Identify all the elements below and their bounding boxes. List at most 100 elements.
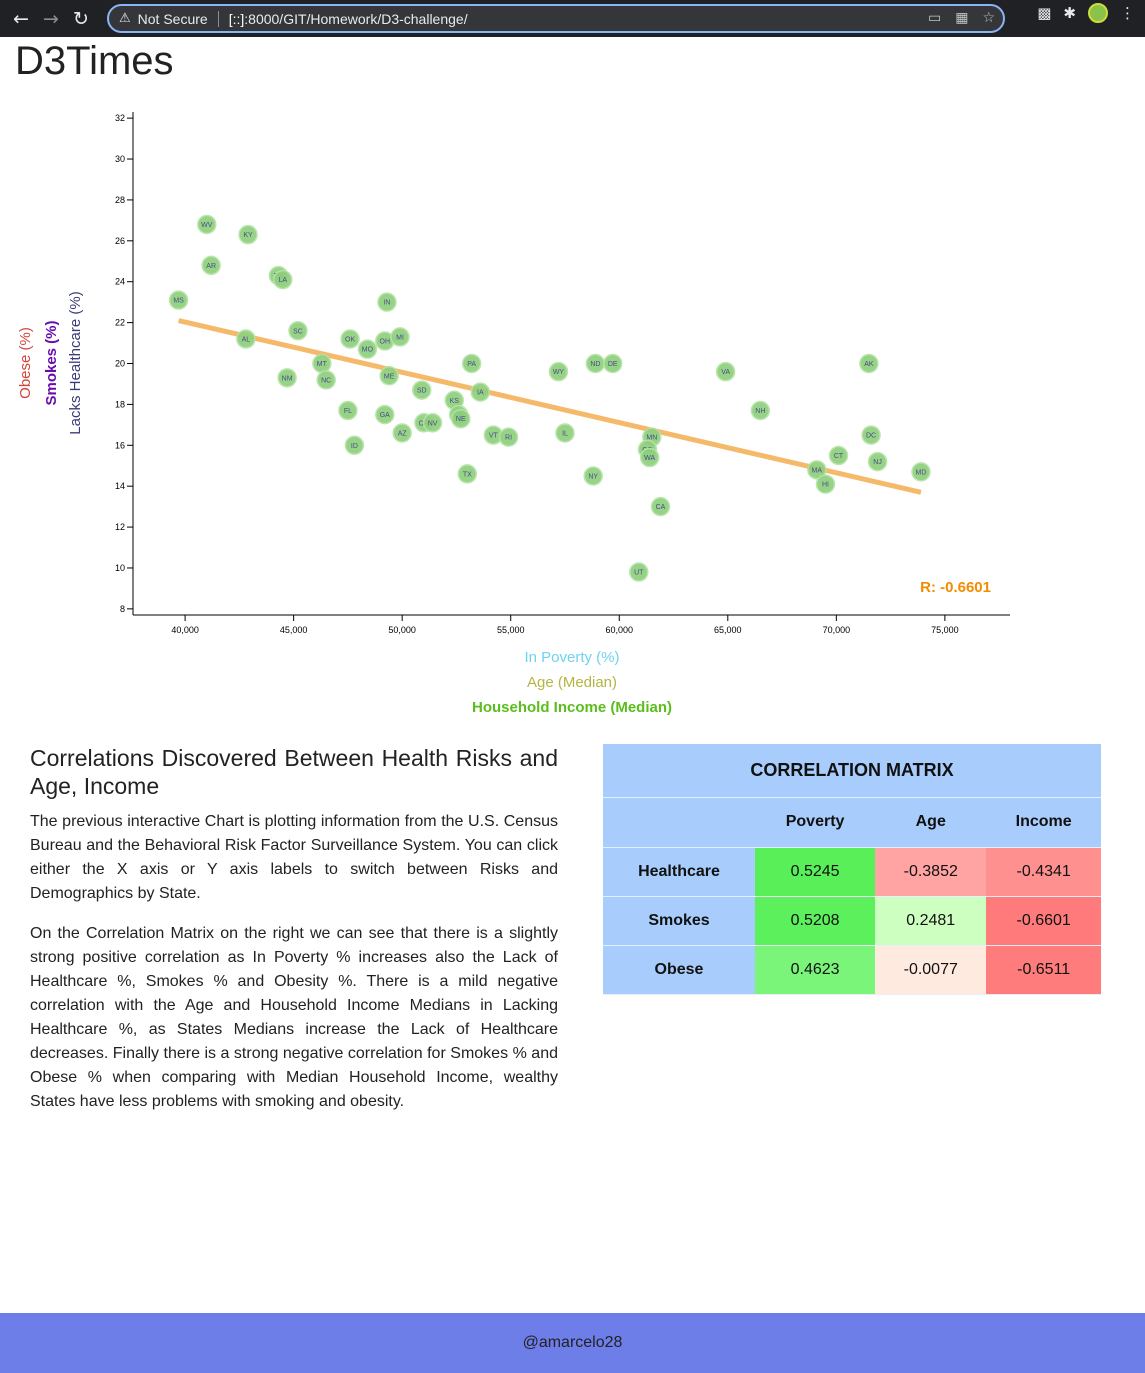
point-label: MI [396, 334, 404, 341]
article-paragraph: On the Correlation Matrix on the right w… [30, 925, 558, 1110]
point-label: KY [243, 232, 253, 239]
matrix-column-header: Income [986, 797, 1101, 848]
x-tick-label: 45,000 [280, 625, 308, 635]
point-label: ID [351, 443, 358, 450]
back-arrow-icon[interactable]: ← [13, 7, 29, 30]
reload-icon[interactable]: ↻ [73, 7, 89, 30]
y-tick-label: 22 [115, 318, 125, 328]
x-axis-label[interactable]: Household Income (Median) [472, 699, 672, 716]
data-point [650, 496, 671, 517]
qr-code-icon[interactable]: ▦ [955, 10, 969, 26]
x-tick-label: 55,000 [497, 625, 525, 635]
x-tick-label: 60,000 [605, 625, 633, 635]
point-label: WY [553, 369, 565, 376]
point-label: MA [812, 467, 823, 474]
data-point [498, 427, 519, 447]
article: Correlations Discovered Between Health R… [30, 744, 558, 1130]
matrix-row: Healthcare 0.5245 -0.3852 -0.4341 [603, 847, 1101, 897]
data-point [379, 366, 399, 386]
puzzle-extensions-icon[interactable]: ✱ [1063, 4, 1076, 22]
bookmark-star-icon[interactable]: ☆ [982, 10, 995, 26]
matrix-cell: 0.2481 [875, 896, 987, 946]
y-axis-label[interactable]: Smokes (%) [43, 320, 60, 405]
point-label: MD [916, 469, 927, 476]
data-point [451, 408, 471, 429]
data-point [911, 462, 931, 482]
data-point [168, 290, 189, 310]
matrix-title: CORRELATION MATRIX [603, 744, 1101, 798]
data-point [807, 460, 827, 480]
data-point [288, 321, 308, 341]
data-point [377, 292, 397, 312]
data-point [201, 255, 221, 276]
trendline [178, 318, 922, 495]
data-point [344, 435, 365, 456]
point-label: NV [428, 420, 438, 427]
y-tick-label: 18 [115, 399, 125, 409]
point-label: IA [477, 390, 484, 397]
x-tick-label: 65,000 [714, 625, 742, 635]
data-point [277, 368, 297, 388]
article-heading: Correlations Discovered Between Health R… [30, 745, 558, 799]
data-point [457, 464, 478, 484]
point-label: IL [562, 431, 568, 438]
data-point [815, 474, 836, 494]
profile-avatar[interactable] [1088, 3, 1108, 23]
data-point [602, 353, 623, 374]
x-axis-label[interactable]: In Poverty (%) [524, 649, 619, 666]
article-paragraph: The previous interactive Chart is plotti… [30, 813, 558, 902]
point-label: NJ [873, 459, 882, 466]
point-label: NE [456, 416, 466, 423]
y-tick-label: 10 [115, 563, 125, 573]
y-axis-label[interactable]: Lacks Healthcare (%) [67, 291, 84, 434]
x-tick-label: 70,000 [823, 625, 851, 635]
point-label: AK [864, 361, 874, 368]
point-label: OH [380, 339, 391, 346]
point-label: VT [489, 433, 499, 440]
forward-arrow-icon[interactable]: → [43, 7, 59, 30]
point-label: VA [721, 369, 730, 376]
data-point [392, 423, 412, 443]
data-point [629, 562, 649, 582]
point-label: NH [755, 408, 765, 415]
point-label: RI [505, 435, 512, 442]
y-tick-label: 20 [115, 359, 125, 369]
point-label: SC [293, 328, 303, 335]
point-label: WV [201, 222, 213, 229]
matrix-cell: -0.6601 [986, 896, 1101, 946]
data-point [828, 445, 849, 466]
correlation-r-label: R: -0.6601 [920, 579, 991, 596]
matrix-cell: 0.5245 [755, 847, 876, 897]
x-axis-label[interactable]: Age (Median) [527, 674, 617, 691]
data-point [357, 339, 378, 359]
matrix-row-header: Obese [603, 945, 755, 995]
address-bar[interactable]: ⚠ Not Secure [::]:8000/GIT/Homework/D3-c… [107, 4, 1005, 33]
point-label: DE [608, 361, 618, 368]
data-point [859, 353, 879, 374]
data-point [338, 400, 358, 421]
matrix-row: Obese 0.4623 -0.0077 -0.6511 [603, 945, 1101, 995]
point-label: KS [450, 398, 460, 405]
data-point [750, 400, 771, 421]
point-label: NC [321, 377, 331, 384]
url-text[interactable]: [::]:8000/GIT/Homework/D3-challenge/ [228, 10, 468, 27]
y-tick-label: 14 [115, 481, 125, 491]
footer: @amarcelo28 [0, 1313, 1145, 1373]
point-label: MN [646, 435, 657, 442]
data-point [715, 361, 736, 382]
y-axis-label[interactable]: Obese (%) [17, 327, 34, 399]
y-tick-label: 28 [115, 195, 125, 205]
matrix-column-header: Age [875, 797, 987, 848]
cast-icon[interactable]: ▭ [927, 10, 942, 26]
data-point [548, 361, 569, 382]
point-label: AZ [398, 431, 408, 438]
data-point [411, 380, 432, 400]
point-label: CA [656, 504, 666, 511]
menu-kebab-icon[interactable]: ⋮ [1120, 4, 1135, 22]
matrix-cell: 0.5208 [755, 896, 876, 946]
data-point [867, 451, 888, 472]
y-tick-label: 30 [115, 154, 125, 164]
separator [217, 10, 219, 27]
data-point [639, 447, 660, 468]
extension-icon[interactable]: ▩ [1037, 4, 1052, 22]
